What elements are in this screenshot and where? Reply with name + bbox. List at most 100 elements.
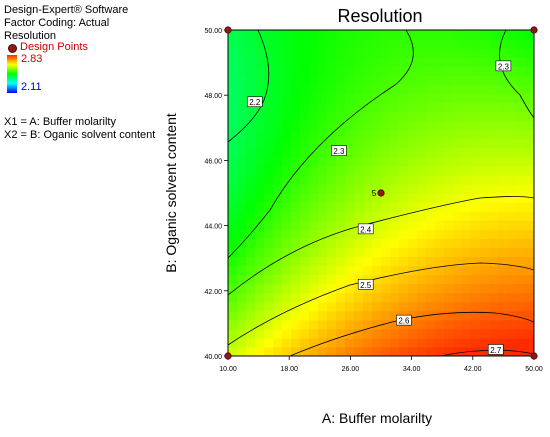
heatmap-cell <box>345 165 355 176</box>
heatmap-cell <box>390 147 400 158</box>
heatmap-cell <box>489 274 499 285</box>
heatmap-cell <box>381 30 391 40</box>
heatmap-cell <box>408 93 418 104</box>
heatmap-cell <box>354 337 364 348</box>
heatmap-cell <box>336 102 346 113</box>
heatmap-cell <box>471 75 481 85</box>
heatmap-cell <box>489 193 499 203</box>
heatmap-cell <box>246 319 256 330</box>
heatmap-cell <box>426 283 436 294</box>
heatmap-cell <box>309 337 319 348</box>
heatmap-cell <box>336 256 346 267</box>
heatmap-cell <box>480 129 490 140</box>
heatmap-cell <box>237 66 247 76</box>
heatmap-cell <box>363 301 373 312</box>
heatmap-cell <box>489 292 499 303</box>
heatmap-cell <box>525 120 534 131</box>
heatmap-cell <box>336 274 346 285</box>
heatmap-cell <box>273 111 283 122</box>
heatmap-cell <box>399 183 409 194</box>
heatmap-cell <box>291 129 301 140</box>
heatmap-cell <box>408 319 418 330</box>
heatmap-cell <box>480 111 490 122</box>
design-point-marker-icon <box>8 44 17 53</box>
heatmap-cell <box>381 129 391 140</box>
heatmap-cell <box>516 111 526 122</box>
heatmap-cell <box>507 337 517 348</box>
heatmap-cell <box>381 48 391 58</box>
heatmap-cell <box>426 256 436 267</box>
heatmap-cell <box>462 193 472 203</box>
heatmap-cell <box>300 220 310 230</box>
heatmap-cell <box>336 346 346 356</box>
heatmap-cell <box>453 111 463 122</box>
heatmap-cell <box>525 274 534 285</box>
heatmap-cell <box>417 48 427 58</box>
heatmap-cell <box>507 93 517 104</box>
heatmap-cell <box>300 183 310 194</box>
heatmap-cell <box>435 328 445 339</box>
heatmap-cell <box>471 120 481 131</box>
heatmap-cell <box>381 138 391 149</box>
heatmap-cell <box>372 247 382 257</box>
heatmap-cell <box>237 202 247 212</box>
heatmap-cell <box>264 310 274 321</box>
heatmap-cell <box>498 39 508 49</box>
heatmap-cell <box>237 30 247 40</box>
heatmap-cell <box>471 229 481 239</box>
heatmap-cell <box>525 102 534 113</box>
heatmap-cell <box>354 265 364 276</box>
heatmap-cell <box>525 165 534 176</box>
heatmap-cell <box>354 129 364 140</box>
heatmap-cell <box>426 265 436 276</box>
heatmap-cell <box>363 265 373 276</box>
heatmap-cell <box>426 238 436 248</box>
heatmap-cell <box>435 30 445 40</box>
heatmap-cell <box>246 256 256 267</box>
heatmap-cell <box>471 238 481 248</box>
heatmap-cell <box>498 328 508 339</box>
heatmap-cell <box>291 138 301 149</box>
heatmap-cell <box>363 256 373 267</box>
heatmap-cell <box>498 310 508 321</box>
contour-label-box <box>246 96 263 108</box>
contour-line-2.6 <box>289 311 534 356</box>
heatmap-cell <box>462 310 472 321</box>
heatmap-cell <box>435 211 445 221</box>
heatmap-cell <box>399 292 409 303</box>
heatmap-cell <box>399 48 409 58</box>
heatmap-cell <box>462 183 472 194</box>
heatmap-cell <box>444 138 454 149</box>
heatmap-cell <box>399 165 409 176</box>
heatmap-cell <box>399 156 409 167</box>
heatmap-cell <box>282 256 292 267</box>
heatmap-cell <box>516 93 526 104</box>
heatmap-cell <box>525 229 534 239</box>
heatmap-cell <box>372 202 382 212</box>
heatmap-cell <box>237 310 247 321</box>
heatmap-cell <box>462 211 472 221</box>
heatmap-cell <box>228 84 238 94</box>
heatmap-cell <box>228 39 238 49</box>
heatmap-cell <box>525 30 534 40</box>
heatmap-cell <box>309 265 319 276</box>
heatmap-cell <box>273 147 283 158</box>
heatmap-cell <box>327 193 337 203</box>
heatmap-cell <box>300 301 310 312</box>
heatmap-cell <box>291 66 301 76</box>
heatmap-cell <box>237 247 247 257</box>
heatmap-cell <box>435 310 445 321</box>
heatmap-cell <box>381 274 391 285</box>
heatmap-cell <box>246 265 256 276</box>
heatmap-cell <box>489 102 499 113</box>
heatmap-cell <box>318 84 328 94</box>
heatmap-cell <box>228 156 238 167</box>
heatmap-cell <box>480 66 490 76</box>
heatmap-cell <box>282 156 292 167</box>
heatmap-cell <box>471 337 481 348</box>
heatmap-cell <box>291 211 301 221</box>
heatmap-cell <box>273 30 283 40</box>
heatmap-cell <box>237 328 247 339</box>
heatmap-cell <box>435 129 445 140</box>
